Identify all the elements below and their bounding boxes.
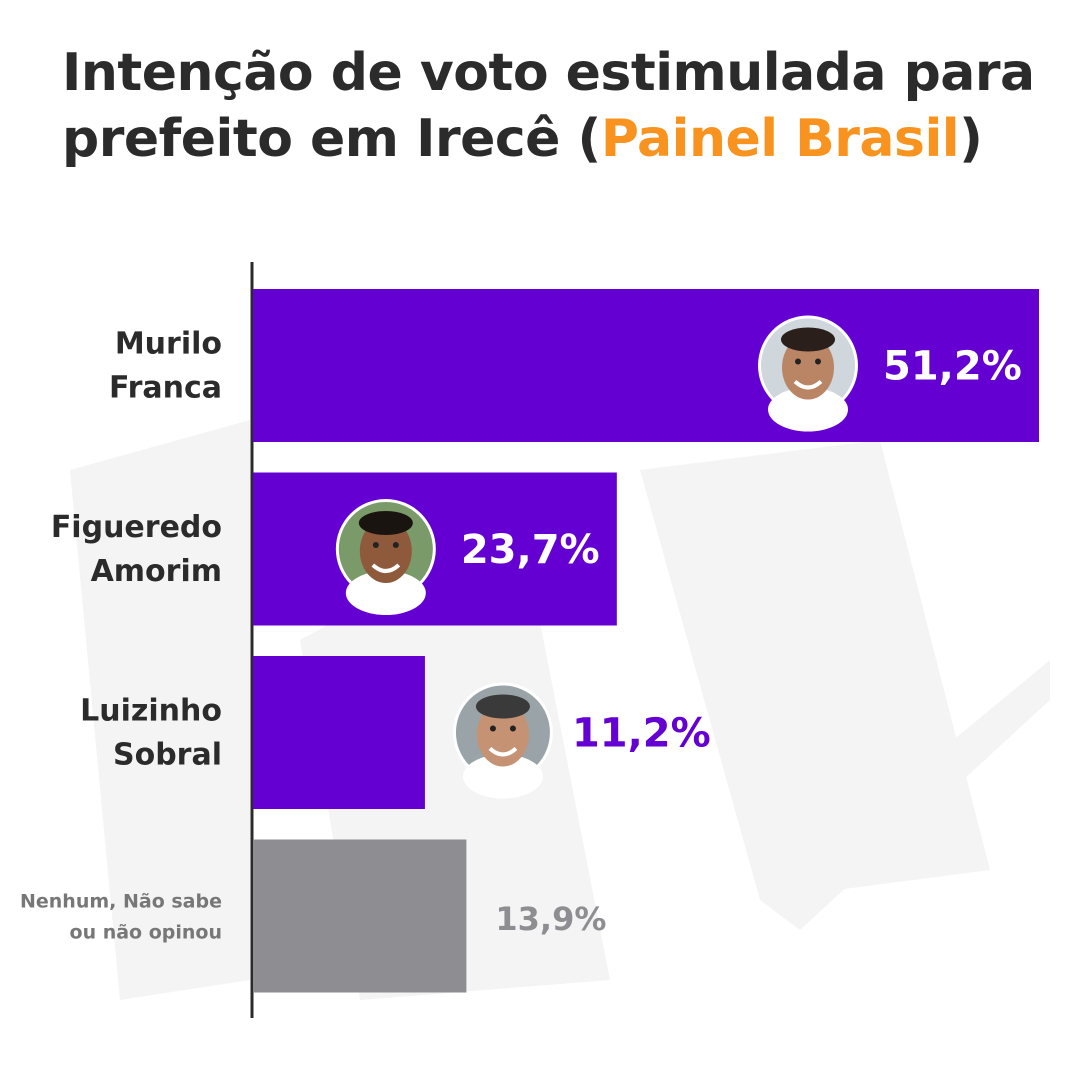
category-label-line: Luizinho — [80, 694, 222, 729]
photo-smile — [371, 563, 401, 573]
value-label: 11,2% — [572, 711, 711, 757]
chart-title: Intenção de voto estimulada para prefeit… — [62, 40, 1052, 172]
category-label-line: Sobral — [113, 738, 222, 773]
photo-hair — [475, 694, 530, 719]
category-label: Nenhum, Não sabe ou não opinou — [20, 891, 222, 944]
value-label: 23,7% — [461, 527, 600, 573]
category-label-line: Franca — [109, 371, 222, 406]
category-label-line: Amorim — [91, 554, 222, 589]
category-label: Murilo Franca — [109, 327, 222, 406]
value-label: 51,2% — [883, 344, 1022, 390]
category-label-line: Nenhum, Não sabe — [20, 891, 222, 913]
title-text: Intenção de voto estimulada para prefeit… — [62, 43, 1035, 169]
photo-eye — [392, 542, 399, 548]
category-label: Luizinho Sobral — [80, 694, 222, 773]
photo-shirt — [768, 387, 848, 432]
candidate-photo — [452, 682, 553, 799]
bar — [253, 839, 467, 993]
photo-eye — [795, 358, 801, 365]
photo-eye — [489, 725, 496, 732]
value-label: 13,9% — [495, 900, 606, 938]
photo-hair — [781, 327, 835, 352]
photo-shirt — [462, 754, 543, 799]
category-label: Figueredo Amorim — [51, 510, 222, 589]
category-label-line: Figueredo — [51, 510, 222, 545]
title-source-highlight: Painel Brasil — [600, 109, 960, 169]
photo-eye — [815, 358, 821, 365]
photo-hair — [358, 511, 413, 535]
candidate-photo — [335, 499, 436, 615]
photo-shirt — [345, 571, 426, 615]
photo-eye — [372, 542, 379, 548]
bar — [253, 656, 425, 809]
category-label-line: ou não opinou — [70, 922, 222, 944]
title-text-end: ) — [959, 109, 983, 169]
photo-eye — [509, 725, 516, 732]
bar — [253, 289, 1039, 442]
candidate-photo — [758, 315, 858, 432]
photo-smile — [793, 379, 823, 390]
category-label-line: Murilo — [115, 327, 222, 362]
photo-smile — [488, 746, 518, 757]
